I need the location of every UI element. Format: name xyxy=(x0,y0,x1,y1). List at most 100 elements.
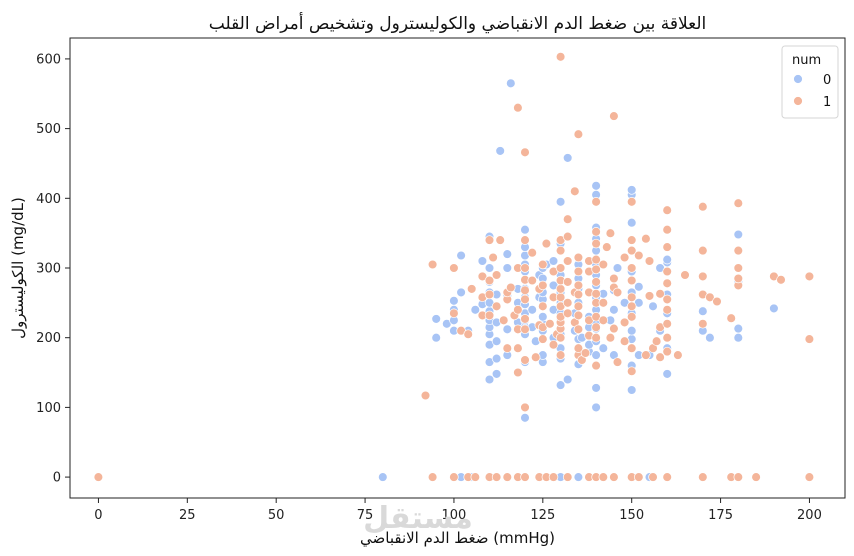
data-point-series-1 xyxy=(698,271,708,282)
data-point-series-0 xyxy=(626,325,637,336)
data-point-series-1 xyxy=(466,284,477,294)
data-point-series-1 xyxy=(626,343,637,353)
data-point-series-0 xyxy=(662,369,672,379)
data-point-series-0 xyxy=(484,263,495,273)
data-point-series-1 xyxy=(673,350,683,360)
x-tick-label: 125 xyxy=(530,508,555,523)
data-point-series-0 xyxy=(456,250,466,261)
data-point-series-0 xyxy=(591,350,601,360)
data-point-series-1 xyxy=(591,227,601,237)
data-point-series-1 xyxy=(470,472,481,482)
data-point-series-1 xyxy=(562,231,573,242)
data-point-series-1 xyxy=(662,242,672,252)
data-point-series-1 xyxy=(634,472,644,482)
data-point-series-1 xyxy=(498,315,509,326)
data-point-series-1 xyxy=(484,235,495,245)
y-axis: 0 100 200 300 400 500 600 xyxy=(36,52,70,486)
data-point-series-0 xyxy=(733,323,744,334)
data-point-series-1 xyxy=(449,263,459,273)
data-point-series-0 xyxy=(626,217,637,228)
data-point-series-1 xyxy=(449,308,459,319)
data-point-series-1 xyxy=(548,472,559,482)
data-point-series-1 xyxy=(591,238,601,249)
data-point-series-0 xyxy=(591,402,601,413)
data-point-series-0 xyxy=(527,305,537,315)
data-point-series-1 xyxy=(538,334,548,344)
data-point-series-1 xyxy=(804,334,815,344)
data-point-series-1 xyxy=(591,197,601,207)
data-point-series-1 xyxy=(612,357,623,367)
data-point-series-1 xyxy=(520,402,530,413)
data-point-series-1 xyxy=(93,472,104,482)
data-point-series-1 xyxy=(573,324,584,335)
data-point-series-0 xyxy=(502,249,513,259)
data-point-series-1 xyxy=(591,360,601,371)
data-point-series-1 xyxy=(495,235,505,245)
data-point-series-0 xyxy=(555,380,566,390)
data-point-series-0 xyxy=(705,332,715,343)
x-tick-label: 50 xyxy=(268,508,285,523)
data-point-series-1 xyxy=(626,312,637,322)
data-point-series-1 xyxy=(463,329,473,339)
data-point-series-1 xyxy=(609,273,619,284)
data-point-series-0 xyxy=(502,263,513,273)
data-point-series-1 xyxy=(477,271,488,282)
data-point-series-1 xyxy=(527,247,537,258)
x-tick-label: 175 xyxy=(708,508,733,523)
data-point-series-1 xyxy=(751,472,761,482)
data-point-series-1 xyxy=(641,233,651,244)
data-point-series-0 xyxy=(491,353,502,364)
data-point-series-0 xyxy=(769,303,779,314)
data-point-series-1 xyxy=(527,275,537,286)
data-point-series-1 xyxy=(605,332,616,343)
data-point-series-1 xyxy=(626,263,637,273)
x-tick-label: 200 xyxy=(797,508,822,523)
data-point-series-1 xyxy=(605,228,616,238)
data-point-series-1 xyxy=(573,343,584,353)
data-point-series-1 xyxy=(705,292,715,303)
data-point-series-0 xyxy=(609,305,619,315)
data-point-series-0 xyxy=(431,314,441,324)
legend: num 0 1 xyxy=(781,45,839,119)
data-point-series-1 xyxy=(562,308,573,319)
legend-marker-1 xyxy=(793,96,803,106)
data-point-series-1 xyxy=(662,346,672,357)
data-point-series-1 xyxy=(591,332,601,343)
data-point-series-1 xyxy=(520,263,530,273)
data-point-series-1 xyxy=(804,472,815,482)
data-point-series-1 xyxy=(598,472,609,482)
data-point-series-1 xyxy=(609,323,619,334)
data-point-series-1 xyxy=(513,102,523,113)
data-point-series-1 xyxy=(491,270,502,280)
data-point-series-1 xyxy=(520,314,530,324)
data-point-series-1 xyxy=(555,350,566,360)
data-point-series-1 xyxy=(626,235,637,245)
data-point-series-1 xyxy=(573,289,584,300)
data-point-series-1 xyxy=(644,256,655,266)
data-point-series-0 xyxy=(634,282,644,292)
data-point-series-1 xyxy=(573,310,584,321)
legend-label-1: 1 xyxy=(823,95,831,110)
x-tick-label: 150 xyxy=(619,508,644,523)
y-tick-label: 600 xyxy=(36,52,61,67)
data-point-series-1 xyxy=(591,277,601,287)
data-point-series-1 xyxy=(562,472,573,482)
data-point-series-1 xyxy=(506,282,516,293)
data-point-series-1 xyxy=(555,245,566,256)
data-point-series-1 xyxy=(591,289,601,299)
data-point-series-1 xyxy=(520,355,530,365)
data-point-series-1 xyxy=(427,259,438,270)
x-tick-label: 0 xyxy=(94,508,102,523)
data-point-series-0 xyxy=(648,301,658,312)
data-point-series-1 xyxy=(626,301,637,312)
data-point-series-0 xyxy=(538,312,548,322)
data-point-series-1 xyxy=(644,291,655,301)
data-point-series-0 xyxy=(477,256,488,266)
data-point-series-1 xyxy=(538,259,548,270)
data-point-series-1 xyxy=(698,319,708,329)
data-point-series-1 xyxy=(662,305,672,315)
data-point-series-0 xyxy=(626,185,637,195)
data-point-series-1 xyxy=(662,205,672,215)
y-tick-label: 400 xyxy=(36,192,61,207)
data-point-series-1 xyxy=(776,275,786,285)
